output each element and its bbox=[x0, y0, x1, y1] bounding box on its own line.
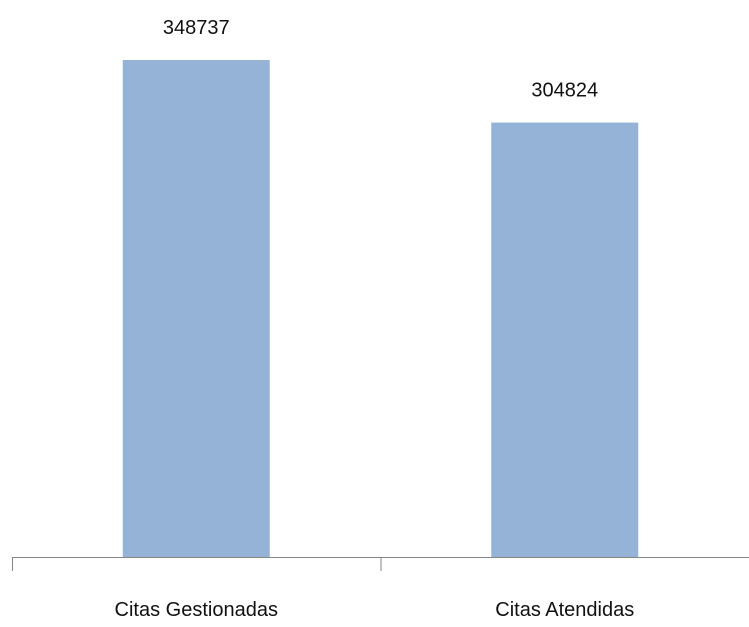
bar-1 bbox=[122, 60, 270, 557]
category-label-2: Citas Atendidas bbox=[495, 599, 634, 621]
bars-layer bbox=[122, 60, 639, 558]
labels-layer: 348737 Citas Gestionadas 304824 Citas Atend… bbox=[115, 17, 635, 621]
category-label-1: Citas Gestionadas bbox=[115, 599, 278, 621]
x-axis bbox=[12, 557, 749, 571]
data-label-2: 304824 bbox=[531, 80, 598, 102]
bar-2 bbox=[491, 122, 639, 558]
data-label-1: 348737 bbox=[163, 17, 230, 39]
